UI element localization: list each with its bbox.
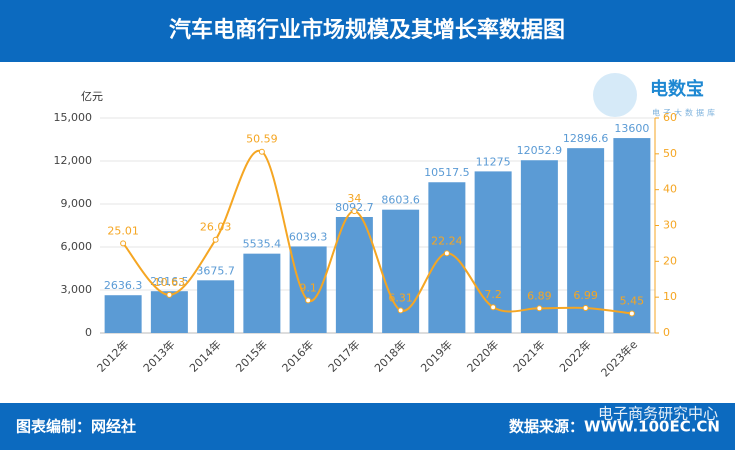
y-tick-label: 3,000 xyxy=(61,283,93,296)
logo-cloud xyxy=(593,73,637,117)
x-tick-label: 2012年 xyxy=(94,337,131,374)
bar-value-label: 13600 xyxy=(614,122,649,135)
line-value-label: 34 xyxy=(347,192,361,205)
bar-value-label: 3675.7 xyxy=(196,264,235,277)
line-point xyxy=(305,297,312,304)
plot-area: 0 3,000 6,000 9,000 12,000 15,000 0 10 20 30 40 50 6… xyxy=(54,111,678,380)
line-point xyxy=(397,307,404,314)
bar xyxy=(567,148,605,333)
bar-value-label: 6039.3 xyxy=(289,230,328,243)
logo-subtitle: 电子大数据库 xyxy=(652,108,718,118)
bar-value-label: 12052.9 xyxy=(517,144,563,157)
y-tick-label: 0 xyxy=(85,326,92,339)
line-value-label: 10.63 xyxy=(154,276,186,289)
line-point xyxy=(120,240,127,247)
x-tick-label: 2014年 xyxy=(186,337,223,374)
line-point xyxy=(536,305,543,312)
bar xyxy=(104,295,142,333)
logo-name: 电数宝 xyxy=(650,78,704,100)
line-point xyxy=(258,148,265,155)
bar xyxy=(150,291,188,333)
line-point xyxy=(582,304,589,311)
line-point xyxy=(212,236,219,243)
bar-value-label: 5535.4 xyxy=(243,238,282,251)
y-tick-label: 15,000 xyxy=(54,111,93,124)
watermark: 电子商务研究中心 xyxy=(598,405,718,423)
line-value-label: 22.24 xyxy=(431,234,463,247)
line-value-label: 25.01 xyxy=(107,224,139,237)
bar-value-label: 12896.6 xyxy=(563,132,609,145)
y2-tick-label: 10 xyxy=(663,290,677,303)
line-point xyxy=(166,291,173,298)
bar-value-label: 8603.6 xyxy=(381,194,420,207)
footer-right: 数据来源：WWW.100EC.CN xyxy=(509,418,720,436)
y2-tick-label: 20 xyxy=(663,254,677,267)
bar xyxy=(428,182,466,333)
y-axis-unit: 亿元 xyxy=(81,90,103,103)
chart-title: 汽车电商行业市场规模及其增长率数据图 xyxy=(169,17,565,43)
y-tick-label: 9,000 xyxy=(61,197,93,210)
x-tick-label: 2018年 xyxy=(371,337,408,374)
bar-value-label: 11275 xyxy=(476,155,511,168)
line-value-label: 9.1 xyxy=(299,281,317,294)
bar xyxy=(335,217,373,333)
y-tick-label: 12,000 xyxy=(54,154,93,167)
x-tick-label: 2020年 xyxy=(464,337,501,374)
x-tick-label: 2013年 xyxy=(140,337,177,374)
line-value-label: 6.31 xyxy=(388,291,413,304)
x-tick-label: 2021年 xyxy=(510,337,547,374)
y2-tick-label: 50 xyxy=(663,147,677,160)
header-bar xyxy=(0,0,735,62)
bar xyxy=(197,280,235,333)
x-tick-label: 2019年 xyxy=(418,337,455,374)
bar-value-label: 2636.3 xyxy=(104,279,143,292)
line-point xyxy=(490,304,497,311)
line-value-label: 50.59 xyxy=(246,133,278,146)
y2-tick-label: 60 xyxy=(663,111,677,124)
y2-tick-label: 0 xyxy=(663,326,670,339)
line-value-label: 6.99 xyxy=(573,289,598,302)
x-tick-label: 2017年 xyxy=(325,337,362,374)
footer-left: 图表编制：网经社 xyxy=(16,418,136,436)
x-tick-label: 2015年 xyxy=(233,337,270,374)
line-value-label: 6.89 xyxy=(527,289,552,302)
footer-bar xyxy=(0,403,735,450)
line-point xyxy=(628,310,635,317)
x-tick-label: 2022年 xyxy=(556,337,593,374)
bar xyxy=(520,160,558,333)
line-value-label: 26.03 xyxy=(200,221,232,234)
line-point xyxy=(351,208,358,215)
bar xyxy=(243,253,281,333)
bar-value-label: 8092.7 xyxy=(335,201,374,214)
bar-value-label: 2916.5 xyxy=(150,275,189,288)
bar xyxy=(613,138,651,333)
x-tick-label: 2023年e xyxy=(598,337,640,379)
x-tick-label: 2016年 xyxy=(279,337,316,374)
bar xyxy=(382,209,420,333)
y-tick-label: 6,000 xyxy=(61,240,93,253)
line-point xyxy=(443,250,450,257)
line-value-label: 5.45 xyxy=(620,294,645,307)
y2-tick-label: 40 xyxy=(663,183,677,196)
y2-tick-label: 30 xyxy=(663,219,677,232)
bar-value-label: 10517.5 xyxy=(424,166,470,179)
line-value-label: 7.2 xyxy=(484,288,502,301)
